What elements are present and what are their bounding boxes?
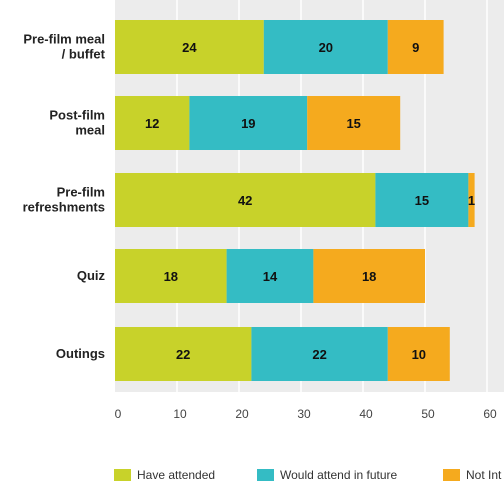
category-label: Quiz bbox=[77, 268, 106, 283]
bar-segment bbox=[251, 327, 388, 381]
category-label: Post-film meal bbox=[49, 108, 105, 138]
legend-label: Would attend in future bbox=[280, 468, 398, 482]
legend-label: Have attended bbox=[137, 468, 215, 482]
bar-segment bbox=[468, 173, 475, 227]
bar-segment bbox=[115, 249, 227, 303]
bar-segment bbox=[387, 327, 450, 381]
data-label: 18 bbox=[362, 269, 376, 284]
data-label: 14 bbox=[263, 269, 278, 284]
category-label: Outings bbox=[56, 346, 105, 361]
bar-segment bbox=[307, 96, 401, 150]
legend-label: Not Int bbox=[466, 468, 502, 482]
x-tick-label: 30 bbox=[297, 407, 311, 421]
category-labels: Pre-film meal / buffet Post-film meal Pre-fi… bbox=[23, 32, 106, 362]
category-label: Pre-film refreshments bbox=[23, 185, 105, 215]
data-label: 24 bbox=[182, 40, 197, 55]
bar-segment bbox=[115, 20, 264, 74]
x-tick-label: 60 bbox=[483, 407, 497, 421]
bar-segment bbox=[375, 173, 469, 227]
bar-segment bbox=[226, 249, 314, 303]
data-label: 42 bbox=[238, 193, 252, 208]
bar-segment bbox=[189, 96, 308, 150]
x-tick-label: 0 bbox=[115, 407, 122, 421]
data-label: 19 bbox=[241, 116, 255, 131]
data-label: 9 bbox=[412, 40, 419, 55]
legend-swatch bbox=[114, 469, 131, 481]
bars: 24 20 9 12 19 15 42 15 1 18 14 18 22 22 10 bbox=[115, 20, 475, 381]
bar-segment bbox=[387, 20, 444, 74]
data-label: 12 bbox=[145, 116, 159, 131]
x-tick-label: 10 bbox=[173, 407, 187, 421]
data-label: 20 bbox=[319, 40, 333, 55]
bar-segment bbox=[263, 20, 388, 74]
x-axis-ticks: 0 10 20 30 40 50 60 bbox=[115, 407, 497, 421]
data-label: 22 bbox=[312, 347, 326, 362]
x-tick-label: 50 bbox=[421, 407, 435, 421]
legend-swatch bbox=[443, 469, 460, 481]
data-label: 18 bbox=[164, 269, 178, 284]
legend: Have attended Would attend in future Not I… bbox=[114, 468, 502, 482]
data-label: 15 bbox=[346, 116, 360, 131]
bar-segment bbox=[115, 96, 190, 150]
x-tick-label: 20 bbox=[235, 407, 249, 421]
category-label: Pre-film meal / buffet bbox=[23, 32, 105, 62]
data-label: 15 bbox=[415, 193, 429, 208]
bar-segment bbox=[115, 327, 252, 381]
data-label: 22 bbox=[176, 347, 190, 362]
bar-segment bbox=[313, 249, 425, 303]
data-label: 1 bbox=[468, 193, 475, 208]
data-label: 10 bbox=[412, 347, 426, 362]
legend-swatch bbox=[257, 469, 274, 481]
bar-segment bbox=[115, 173, 376, 227]
x-tick-label: 40 bbox=[359, 407, 373, 421]
